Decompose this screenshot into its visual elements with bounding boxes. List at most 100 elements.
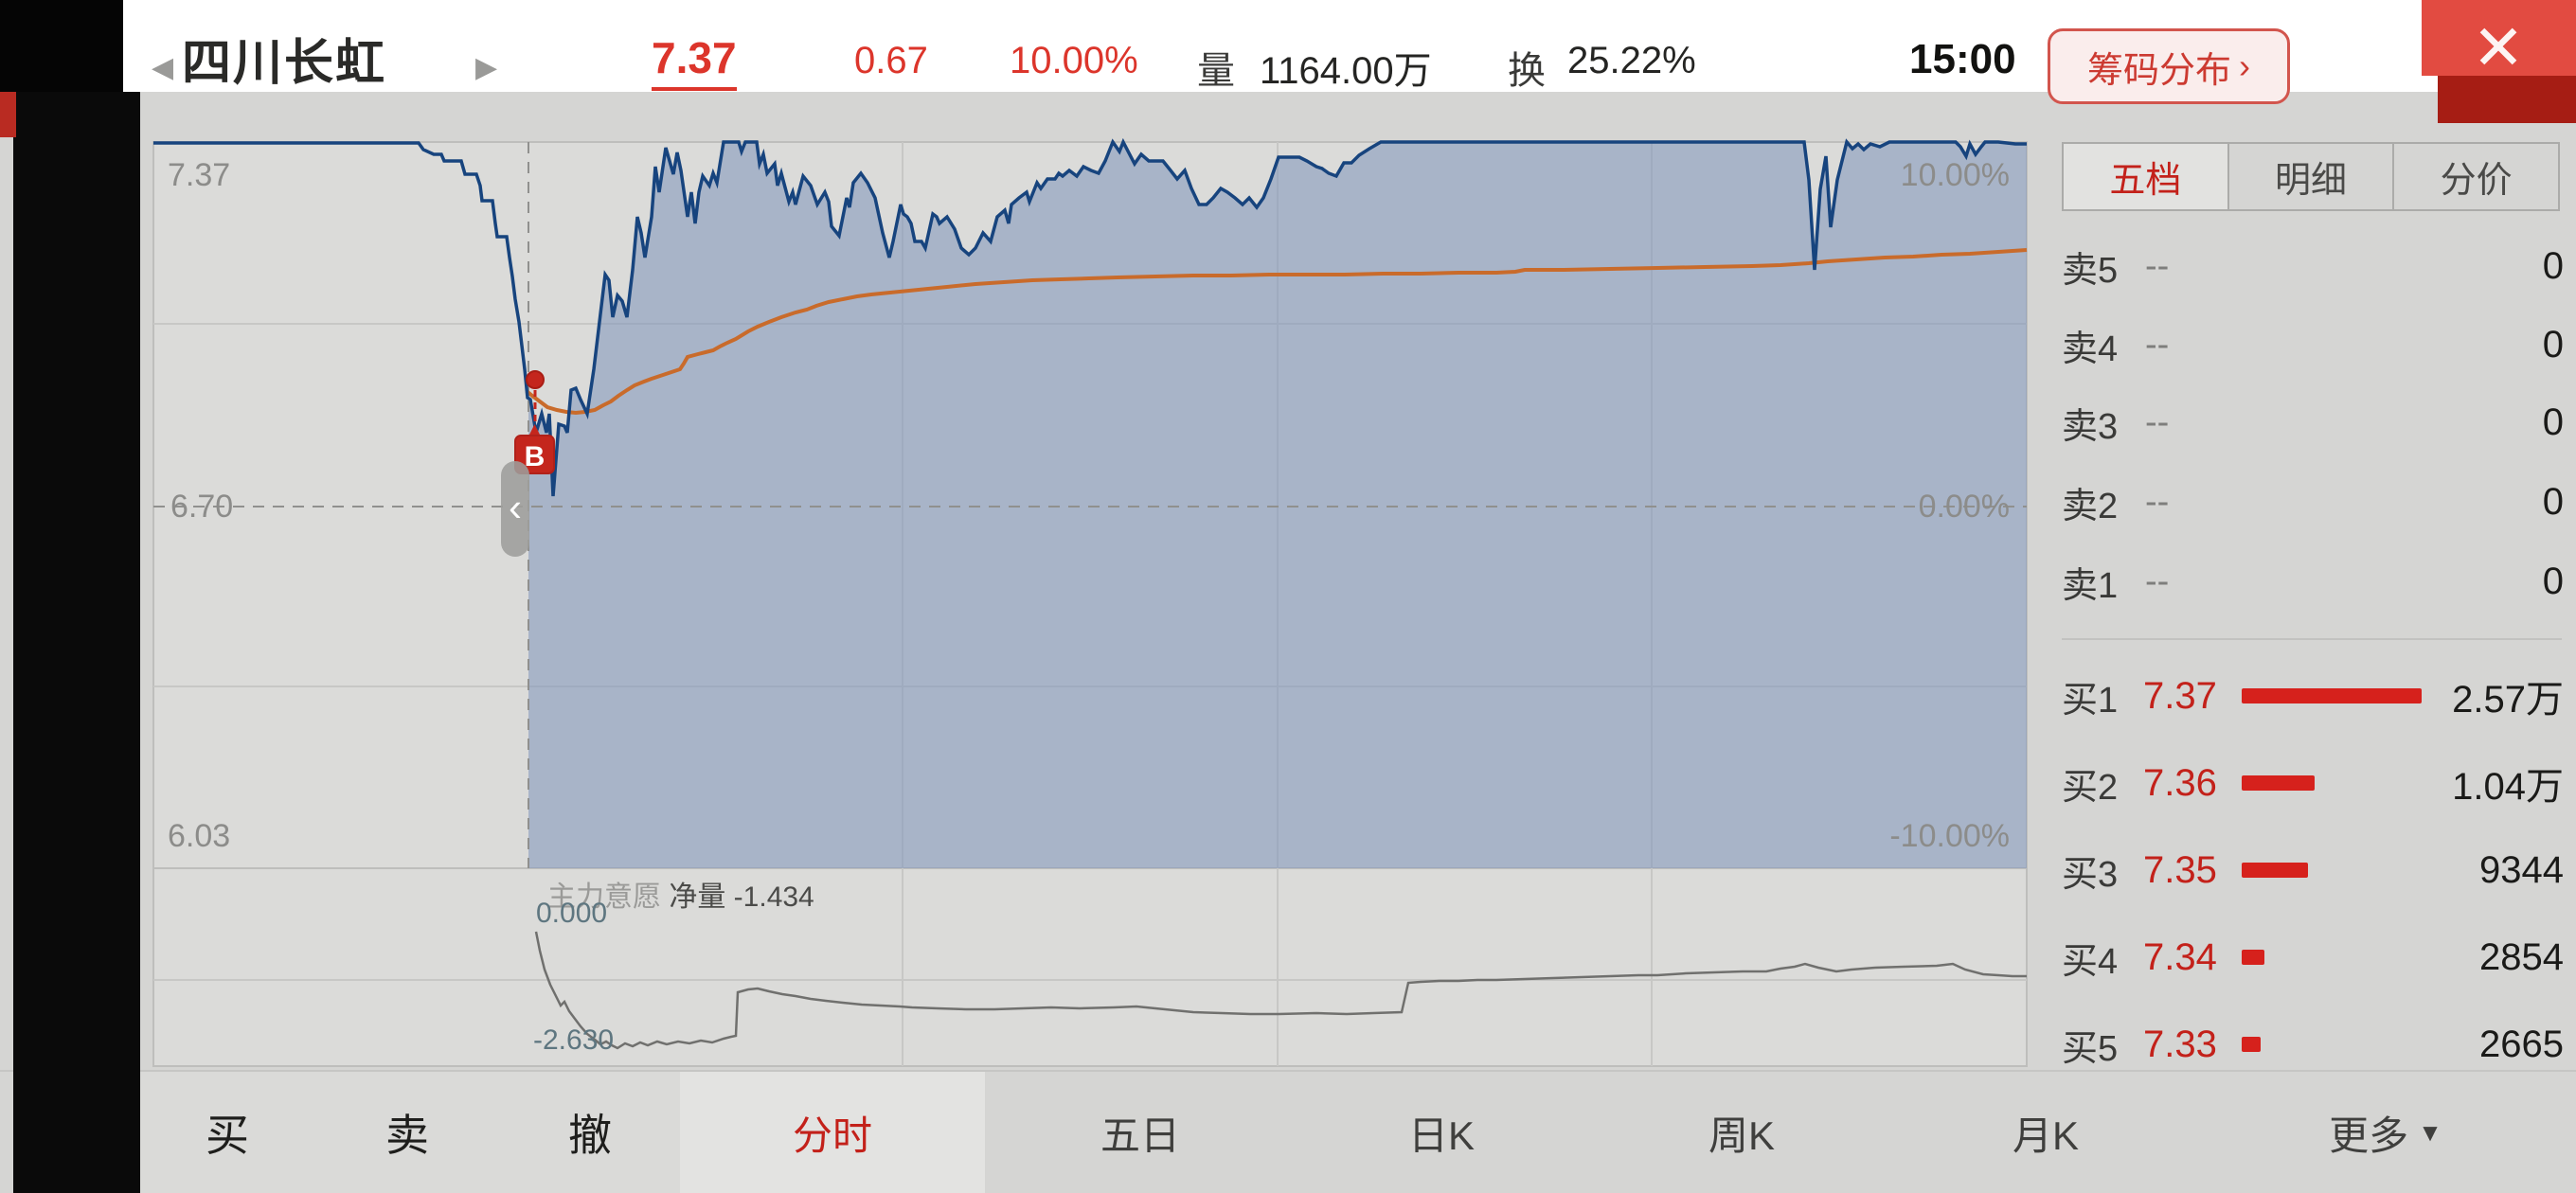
period-tab-周K[interactable]: 周K [1708, 1113, 1775, 1158]
level-label: 买3 [2062, 854, 2119, 895]
buy-marker-box [514, 435, 555, 474]
level-label: 卖3 [2062, 406, 2119, 447]
price-line [153, 137, 2027, 497]
sub-plot-area[interactable] [152, 867, 2028, 1067]
holding-period-fill [528, 142, 2027, 868]
bid-row[interactable]: 买5 7.33 2665 [2062, 1015, 2564, 1074]
volume-depth-bar [2242, 950, 2264, 965]
chevron-right-icon: › [2239, 46, 2250, 85]
ask-bid-divider [2062, 638, 2562, 640]
letterbox-left-strip [13, 92, 140, 1193]
level-volume: 0 [2542, 560, 2564, 602]
level-label: 买5 [2062, 1028, 2119, 1069]
level-price: 7.34 [2143, 935, 2217, 978]
bid-row[interactable]: 买2 7.36 1.04万 [2062, 754, 2564, 812]
main-force-net-line [534, 931, 2027, 1050]
chip-distribution-button[interactable]: 筹码分布 › [2048, 28, 2290, 104]
price-label-limit-down: 6.03 [168, 818, 231, 854]
prev-stock-arrow-icon[interactable]: ◀ [152, 52, 174, 83]
buy-marker[interactable]: B [514, 424, 555, 474]
ask-row[interactable]: 卖5 -- 0 [2062, 237, 2564, 295]
price-change: 0.67 [854, 40, 928, 81]
trade-button-买[interactable]: 买 [140, 1072, 316, 1193]
timeline-drag-handle[interactable]: ‹ [501, 461, 529, 557]
volume-depth-bar [2242, 775, 2315, 791]
period-tab-五日[interactable]: 五日 [1100, 1113, 1180, 1158]
sub-axis-max: 0.000 [536, 898, 608, 929]
level-volume: 2854 [2479, 935, 2564, 978]
ask-row[interactable]: 卖1 -- 0 [2062, 552, 2564, 611]
sub-indicator-name: 主力意愿 [547, 881, 661, 913]
level-price: 7.36 [2143, 761, 2217, 804]
price-label-prev-close: 6.70 [170, 489, 234, 525]
pct-label-top: 10.00% [1900, 157, 2010, 193]
sub-indicator-title: 主力意愿 净量 -1.434 [547, 873, 814, 915]
period-tab-日K[interactable]: 日K [1407, 1113, 1475, 1158]
sub-axis-min: -2.630 [533, 1024, 615, 1056]
level-volume: 1.04万 [2452, 766, 2564, 808]
sub-indicator-value: 净量 -1.434 [669, 881, 814, 913]
close-button-shadow [2438, 76, 2576, 123]
bid-row[interactable]: 买4 7.34 2854 [2062, 928, 2564, 987]
ask-row[interactable]: 卖2 -- 0 [2062, 472, 2564, 531]
level-price: -- [2145, 324, 2170, 365]
chip-distribution-label: 筹码分布 [2086, 50, 2231, 91]
market-time: 15:00 [1909, 36, 2016, 82]
level-volume: 0 [2542, 323, 2564, 365]
level-volume: 0 [2542, 244, 2564, 287]
level-label: 买1 [2062, 680, 2119, 721]
level-price: -- [2145, 481, 2170, 522]
volume-label: 量 [1197, 50, 1235, 92]
panel-tab-明细[interactable]: 明细 [2229, 144, 2395, 209]
pct-label-zero: 0.00% [1918, 489, 2010, 525]
ask-row[interactable]: 卖4 -- 0 [2062, 315, 2564, 374]
more-menu[interactable]: 更多 ▼ [2195, 1072, 2576, 1193]
level-label: 卖2 [2062, 486, 2119, 526]
caret-down-icon: ▼ [2418, 1117, 2442, 1147]
bid-row[interactable]: 买3 7.35 9344 [2062, 841, 2564, 899]
level-price: 7.33 [2143, 1023, 2217, 1065]
price-label-limit-up: 7.37 [168, 157, 231, 193]
level-volume: 2665 [2479, 1023, 2564, 1065]
level-volume: 9344 [2479, 848, 2564, 891]
volume-value: 1164.00万 [1260, 50, 1432, 92]
close-button[interactable] [2422, 0, 2576, 76]
bid-row[interactable]: 买1 7.37 2.57万 [2062, 667, 2564, 725]
level-label: 买2 [2062, 767, 2119, 808]
average-price-line [525, 248, 2028, 416]
panel-tab-分价[interactable]: 分价 [2440, 161, 2513, 201]
level-volume: 2.57万 [2452, 679, 2564, 721]
level-volume: 0 [2542, 401, 2564, 443]
order-panel-tabs: 五档 明细 分价 [2062, 142, 2560, 211]
level-volume: 0 [2542, 480, 2564, 523]
volume-depth-bar [2242, 863, 2308, 878]
level-label: 卖5 [2062, 250, 2119, 291]
pct-label-bottom: -10.00% [1889, 818, 2010, 854]
last-price: 7.37 [652, 32, 737, 91]
chevron-left-icon: ‹ [509, 485, 522, 529]
trade-button-撤[interactable]: 撤 [500, 1072, 682, 1193]
level-label: 卖1 [2062, 565, 2119, 606]
more-label: 更多 [2329, 1113, 2409, 1158]
volume-depth-bar [2242, 688, 2422, 703]
bottom-toolbar: 买卖撤 分时 五日 日K 周K 月K 更多 ▼ [0, 1070, 2576, 1193]
level-label: 买4 [2062, 941, 2119, 982]
stock-title[interactable]: 四川长虹 [182, 36, 387, 91]
volume-depth-bar [2242, 1037, 2261, 1052]
level-price: -- [2145, 245, 2170, 286]
turnover-value: 25.22% [1567, 40, 1696, 81]
close-icon[interactable]: ✕ [2472, 12, 2525, 82]
letterbox-top-left [0, 0, 123, 92]
level-price: 7.37 [2143, 674, 2217, 717]
next-stock-arrow-icon[interactable]: ▶ [475, 52, 498, 83]
level-label: 卖4 [2062, 329, 2119, 369]
ask-row[interactable]: 卖3 -- 0 [2062, 393, 2564, 452]
panel-tab-五档[interactable]: 五档 [2064, 144, 2229, 209]
trade-button-卖[interactable]: 卖 [314, 1072, 502, 1193]
period-tab-分时[interactable]: 分时 [680, 1072, 985, 1193]
period-tab-月K[interactable]: 月K [2012, 1113, 2079, 1158]
level-price: 7.35 [2143, 848, 2217, 891]
price-change-pct: 10.00% [1010, 40, 1138, 81]
buy-point-dot [526, 370, 545, 389]
